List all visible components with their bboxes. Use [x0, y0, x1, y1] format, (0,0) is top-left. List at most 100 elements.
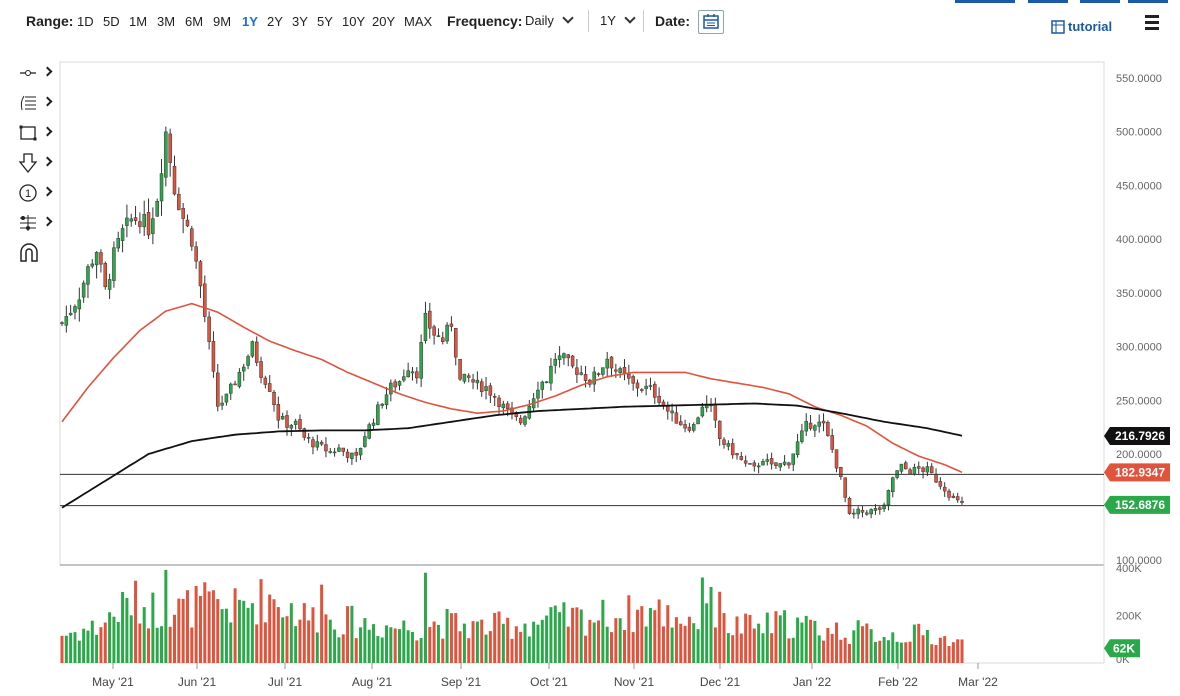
range-20y[interactable]: 20Y: [372, 14, 396, 29]
candle-body: [146, 212, 151, 236]
volume-badge: 62K: [1104, 639, 1140, 658]
arrow-tool[interactable]: [18, 152, 53, 174]
volume-bar: [757, 623, 761, 663]
volume-bar: [467, 638, 471, 663]
candle-body: [821, 420, 826, 424]
volume-bar: [891, 632, 895, 663]
frequency-select[interactable]: Daily: [525, 12, 574, 28]
candle-body: [761, 461, 765, 466]
candle-body: [380, 403, 384, 406]
candle-body: [376, 404, 380, 425]
volume-bar: [311, 607, 315, 663]
candle-body: [168, 133, 172, 163]
volume-bar: [428, 627, 432, 663]
candle-body: [332, 451, 337, 454]
volume-bar: [618, 618, 622, 663]
volume-bar: [804, 615, 808, 663]
price-badge: 152.6876: [1104, 495, 1170, 514]
period-select[interactable]: 1Y: [600, 12, 636, 28]
volume-bar: [571, 607, 575, 663]
candle-body: [882, 504, 886, 510]
range-10y[interactable]: 10Y: [342, 14, 366, 29]
candle-body: [319, 441, 324, 445]
volume-bar: [406, 630, 410, 663]
candle-body: [735, 453, 739, 456]
y-tick-label: 550.0000: [1116, 73, 1162, 85]
x-tick-label: Jun '21: [178, 675, 217, 689]
volume-bar: [376, 636, 380, 663]
range-5d[interactable]: 5D: [103, 14, 120, 29]
chevron-right-icon: [42, 96, 53, 107]
volume-bar: [817, 635, 821, 663]
candle-body: [622, 367, 627, 374]
volume-bar: [233, 588, 237, 663]
pattern-tool[interactable]: [18, 212, 53, 234]
candle-body: [826, 421, 830, 436]
candle-body: [588, 379, 592, 385]
volume-bar: [229, 622, 233, 663]
volume-bar: [415, 640, 419, 663]
volume-bar: [791, 637, 795, 663]
tutorial-link[interactable]: tutorial: [1068, 19, 1113, 34]
tutorial-icon[interactable]: [1051, 20, 1065, 34]
candle-body: [358, 447, 363, 456]
volume-bar: [657, 599, 661, 663]
candle-body: [164, 131, 168, 178]
candle-body: [709, 404, 713, 407]
volume-bar: [155, 627, 159, 663]
range-3m[interactable]: 3M: [157, 14, 176, 29]
volume-bar: [713, 627, 717, 663]
rectangle-tool[interactable]: [18, 122, 53, 144]
volume-bar: [938, 637, 942, 663]
volume-bar: [493, 612, 497, 663]
range-5y[interactable]: 5Y: [317, 14, 333, 29]
fib-tool[interactable]: [18, 92, 53, 114]
volume-bar: [337, 637, 341, 663]
range-max[interactable]: MAX: [404, 14, 433, 29]
candle-body: [895, 470, 899, 478]
number-marker-tool[interactable]: 1: [18, 182, 53, 204]
volume-bar: [350, 605, 354, 663]
frequency-label: Frequency:: [447, 13, 523, 29]
candle-body: [475, 379, 480, 384]
candle-body: [81, 282, 86, 298]
magnet-tool[interactable]: [18, 242, 52, 264]
volume-bar: [242, 600, 246, 663]
volume-bar: [77, 640, 81, 663]
line-tool[interactable]: [18, 62, 53, 84]
volume-bar: [956, 639, 960, 663]
range-9m[interactable]: 9M: [213, 14, 232, 29]
range-2y[interactable]: 2Y: [267, 14, 283, 29]
calendar-icon: [703, 14, 719, 29]
volume-bar: [908, 641, 912, 663]
volume-bar: [951, 642, 955, 663]
candle-body: [402, 376, 406, 381]
range-6m[interactable]: 6M: [185, 14, 204, 29]
volume-bar: [860, 626, 864, 663]
candle-body: [177, 193, 181, 211]
candle-body: [618, 368, 622, 373]
range-1m[interactable]: 1M: [129, 14, 148, 29]
candle-body: [311, 439, 315, 448]
range-1y[interactable]: 1Y: [242, 14, 258, 29]
volume-bar: [237, 599, 241, 663]
volume-bar: [363, 618, 367, 663]
range-3y[interactable]: 3Y: [292, 14, 308, 29]
volume-bar: [705, 603, 709, 663]
price-badge: 216.7926: [1104, 426, 1170, 445]
candle-body: [159, 173, 164, 202]
volume-bar: [700, 577, 704, 663]
volume-bar: [173, 614, 176, 663]
volume-bar: [95, 634, 99, 663]
volume-bar: [692, 623, 696, 663]
candle-body: [112, 247, 116, 281]
candle-body: [791, 453, 795, 465]
volume-bar: [168, 626, 172, 663]
candle-body: [254, 341, 259, 363]
candle-body: [471, 379, 475, 383]
volume-bar: [194, 585, 198, 663]
volume-bar: [454, 613, 458, 663]
menu-icon[interactable]: [1145, 15, 1159, 33]
range-1d[interactable]: 1D: [77, 14, 94, 29]
calendar-button[interactable]: [698, 10, 724, 34]
